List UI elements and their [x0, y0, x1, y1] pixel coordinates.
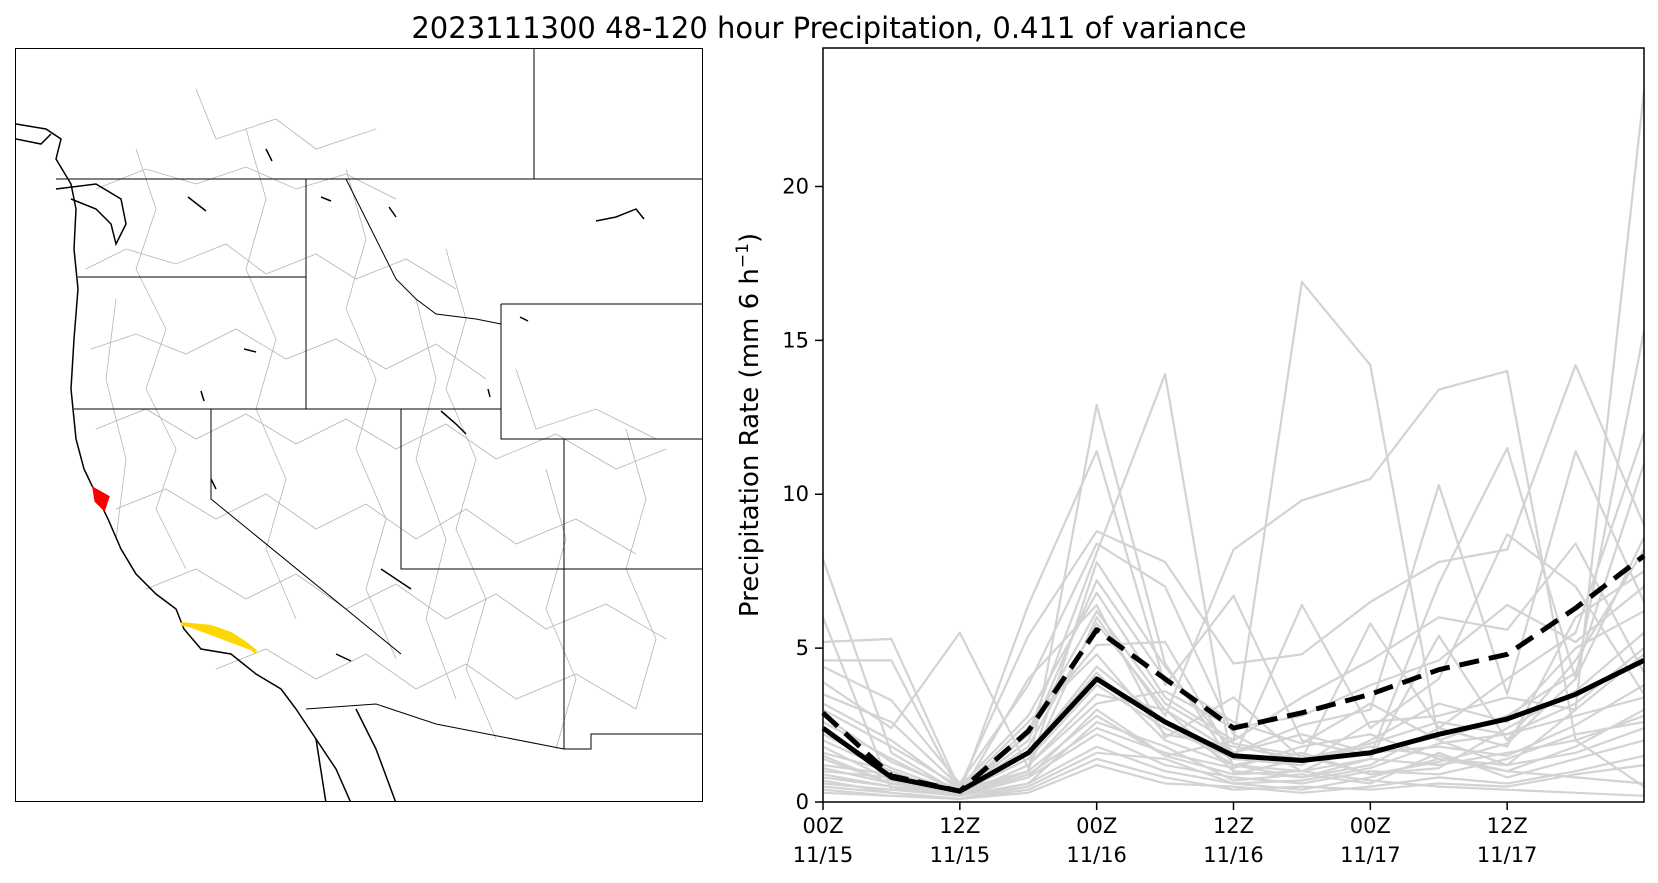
- ensemble-member-line: [822, 696, 1645, 801]
- y-axis-ticks: 0 5 10 15 20: [782, 174, 823, 814]
- x-tick-label-date: 11/16: [1066, 843, 1127, 867]
- x-tick-label-date: 11/15: [793, 843, 854, 867]
- ensemble-member-line: [822, 726, 1645, 797]
- ensemble-member-line: [822, 542, 1645, 785]
- state-borders: [56, 49, 702, 750]
- y-tick-label: 10: [782, 482, 809, 506]
- ensemble-member-line: [822, 671, 1645, 788]
- map-panel: [15, 48, 703, 802]
- ensemble-member-line: [822, 370, 1645, 788]
- ensemble-lines: [821, 90, 1646, 801]
- x-tick-label-time: 00Z: [1076, 814, 1117, 838]
- x-tick-label-date: 11/17: [1477, 843, 1538, 867]
- lakes: [187, 148, 645, 662]
- plot-frame: [822, 47, 1645, 803]
- x-axis-ticks: 00Z 11/15 12Z 11/15 00Z 11/16 12Z 11/16 00Z 11/17…: [793, 802, 1538, 867]
- x-tick-label-date: 11/17: [1340, 843, 1401, 867]
- coastline: [16, 123, 351, 801]
- y-axis-label: Precipitation Rate (mm 6 h−1): [733, 233, 765, 617]
- y-tick-label: 0: [796, 790, 809, 814]
- x-tick-label-date: 11/16: [1203, 843, 1264, 867]
- main-lines: [821, 553, 1646, 794]
- x-tick-label-time: 12Z: [1487, 814, 1528, 838]
- y-tick-label: 15: [782, 328, 809, 352]
- x-tick-label-date: 11/15: [930, 843, 991, 867]
- x-tick-label-time: 00Z: [802, 814, 843, 838]
- western-us-map: [16, 49, 702, 801]
- chart-title: 2023111300 48-120 hour Precipitation, 0.…: [411, 11, 1247, 45]
- x-tick-label-time: 12Z: [1213, 814, 1254, 838]
- y-tick-label: 5: [796, 636, 809, 660]
- x-tick-label-time: 00Z: [1350, 814, 1391, 838]
- highlight-red: [92, 486, 110, 512]
- basin-boundaries: [85, 88, 667, 750]
- y-tick-label: 20: [782, 174, 809, 198]
- dashed-summary-line: [821, 553, 1646, 794]
- highlight-yellow: [180, 622, 258, 654]
- x-tick-label-time: 12Z: [939, 814, 980, 838]
